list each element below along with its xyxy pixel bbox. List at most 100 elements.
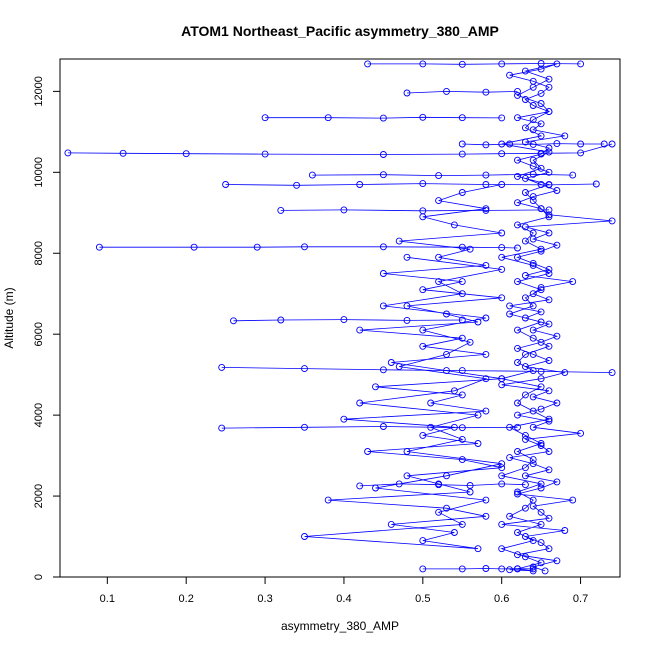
data-point: [222, 181, 230, 188]
series-line-12: [280, 209, 550, 212]
data-point: [466, 482, 474, 489]
data-point: [506, 140, 514, 148]
data-point: [577, 429, 585, 437]
data-point: [529, 563, 537, 571]
data-point: [521, 464, 529, 472]
data-point: [529, 197, 537, 205]
data-point: [569, 278, 577, 286]
data-point: [545, 211, 553, 219]
data-point: [537, 120, 545, 128]
data-point: [537, 338, 545, 346]
series-line-1: [304, 184, 502, 550]
data-point: [537, 367, 545, 375]
data-point: [514, 448, 521, 455]
data-point: [419, 60, 427, 68]
data-point: [293, 181, 301, 189]
data-point: [119, 149, 127, 157]
data-point: [529, 565, 537, 573]
y-axis: 0 2000 4000 6000 8000 10000 12000: [33, 76, 61, 580]
data-point: [419, 326, 427, 334]
data-point: [537, 508, 545, 516]
x-tick-label: 0.1: [100, 593, 115, 605]
data-point: [419, 180, 427, 188]
data-point: [521, 237, 529, 245]
data-point: [553, 241, 561, 249]
data-point: [537, 247, 545, 255]
data-point: [514, 551, 521, 559]
data-point: [545, 320, 553, 328]
data-point: [458, 60, 466, 68]
data-point: [521, 67, 529, 75]
data-point: [498, 464, 506, 472]
data-point: [498, 545, 506, 553]
data-point: [514, 87, 521, 95]
data-point: [521, 553, 529, 561]
data-point: [537, 308, 545, 316]
data-point: [230, 317, 237, 325]
data-point: [95, 243, 103, 251]
data-point: [458, 290, 466, 298]
data-point: [474, 440, 482, 447]
data-point: [419, 207, 427, 215]
data-point: [301, 243, 308, 251]
data-point: [529, 140, 537, 148]
data-point: [521, 431, 529, 439]
x-axis: 0.1 0.2 0.3 0.4 0.5 0.6 0.7: [100, 576, 588, 605]
y-tick-label: 10000: [33, 157, 45, 188]
data-point: [521, 504, 529, 512]
data-point: [553, 557, 561, 565]
data-point: [379, 270, 387, 277]
data-point: [537, 284, 545, 292]
data-point: [450, 387, 458, 395]
data-point: [569, 496, 577, 504]
data-point: [521, 96, 529, 103]
data-point: [529, 423, 537, 431]
data-point: [537, 89, 545, 97]
data-point: [498, 472, 506, 480]
data-point: [506, 454, 514, 462]
data-point: [395, 237, 403, 245]
data-point: [514, 253, 521, 261]
data-point: [379, 302, 387, 310]
data-point: [537, 480, 545, 488]
data-point: [529, 326, 537, 334]
data-point: [545, 75, 553, 83]
x-tick-label: 0.7: [573, 593, 588, 605]
y-tick-label: 8000: [33, 241, 45, 265]
data-point: [514, 411, 521, 419]
data-point: [537, 442, 545, 449]
data-point: [529, 229, 537, 237]
series-line-13: [312, 173, 573, 177]
x-tick-label: 0.2: [179, 593, 194, 605]
data-point: [356, 326, 364, 334]
data-point: [498, 253, 506, 261]
data-point: [356, 181, 364, 188]
data-point: [301, 423, 308, 431]
data-point: [521, 481, 529, 489]
data-point: [514, 114, 521, 122]
x-tick-label: 0.4: [336, 593, 351, 605]
y-tick-label: 0: [33, 574, 45, 580]
data-point: [458, 114, 466, 122]
data-point: [521, 138, 529, 146]
data-point: [474, 411, 482, 419]
data-point: [529, 407, 537, 415]
data-point: [387, 359, 395, 366]
data-point: [537, 559, 545, 567]
data-point: [545, 229, 553, 237]
data-point: [324, 114, 332, 122]
data-point: [458, 189, 466, 196]
data-point: [482, 375, 490, 383]
data-point: [395, 480, 403, 488]
data-point: [553, 140, 561, 148]
data-point: [553, 399, 561, 407]
data-point: [545, 213, 553, 221]
data-point: [545, 270, 553, 277]
data-point: [521, 189, 529, 196]
data-point: [443, 350, 450, 358]
data-point: [545, 415, 553, 423]
data-point: [466, 488, 474, 496]
chart-title: ATOM1 Northeast_Pacific asymmetry_380_AM…: [181, 23, 499, 39]
data-point: [529, 350, 537, 358]
